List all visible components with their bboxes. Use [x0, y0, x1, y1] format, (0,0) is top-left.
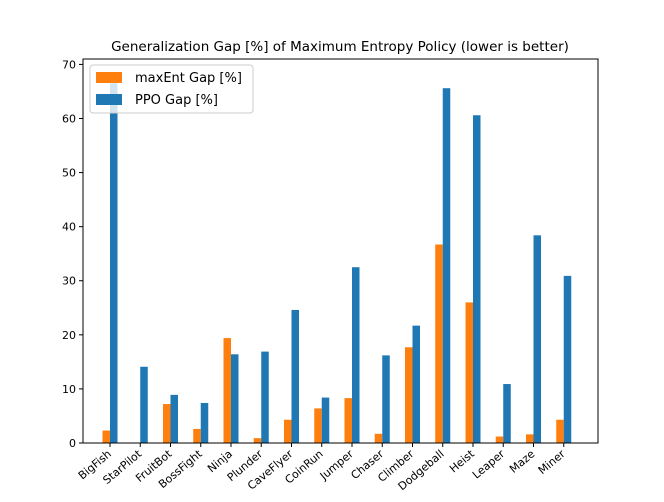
- bar-maxent-plunder: [253, 438, 262, 443]
- bar-maxent-jumper: [344, 398, 352, 443]
- x-tick-label-leaper: Leaper: [470, 447, 508, 482]
- bar-ppo-caveflyer: [291, 309, 299, 443]
- bar-maxent-climber: [405, 347, 413, 443]
- bar-maxent-maze: [526, 434, 534, 443]
- x-tick-label-jumper: Jumper: [317, 447, 357, 483]
- bar-maxent-miner: [556, 419, 564, 443]
- y-tick-label: 0: [69, 437, 76, 450]
- bar-maxent-dodgeball: [435, 244, 443, 443]
- legend-box: [89, 64, 254, 114]
- bar-maxent-ninja: [223, 338, 231, 443]
- x-tick-label-maze: Maze: [507, 447, 538, 476]
- chart-title: Generalization Gap [%] of Maximum Entrop…: [111, 39, 569, 55]
- bar-maxent-bossfight: [193, 428, 201, 443]
- bars-group: [102, 83, 572, 444]
- bar-ppo-fruitbot: [170, 394, 178, 443]
- legend-swatch-ppo: [96, 94, 122, 105]
- bar-maxent-leaper: [495, 436, 504, 443]
- bar-ppo-chaser: [382, 355, 390, 443]
- y-tick-label: 60: [62, 112, 76, 125]
- bar-maxent-fruitbot: [163, 404, 171, 443]
- bar-ppo-miner: [563, 275, 572, 443]
- bar-ppo-leaper: [503, 384, 511, 443]
- legend-label-ppo: PPO Gap [%]: [135, 93, 218, 108]
- bar-ppo-coinrun: [321, 397, 330, 443]
- x-tick-label-miner: Miner: [536, 447, 568, 477]
- bar-maxent-bigfish: [102, 430, 110, 443]
- legend-swatch-maxent: [96, 72, 122, 83]
- bar-ppo-bigfish: [110, 83, 118, 444]
- bar-ppo-maze: [533, 235, 541, 443]
- bar-maxent-chaser: [374, 433, 383, 443]
- legend-label-maxent: maxEnt Gap [%]: [135, 71, 242, 86]
- axes-frame: [82, 58, 599, 444]
- bar-maxent-caveflyer: [284, 419, 292, 443]
- y-tick-label: 30: [62, 275, 76, 288]
- y-tick-label: 10: [62, 383, 76, 396]
- bar-maxent-coinrun: [314, 408, 322, 443]
- y-tick-label: 40: [62, 221, 76, 234]
- bar-ppo-bossfight: [200, 402, 209, 443]
- bar-ppo-starpilot: [140, 366, 148, 443]
- bar-ppo-dodgeball: [442, 88, 451, 444]
- legend: maxEnt Gap [%] PPO Gap [%]: [89, 64, 254, 114]
- bar-ppo-climber: [412, 325, 420, 443]
- y-tick-label: 70: [62, 58, 76, 71]
- y-tick-label: 50: [62, 167, 76, 180]
- bar-ppo-heist: [473, 115, 481, 443]
- bar-ppo-jumper: [352, 267, 360, 443]
- bar-ppo-plunder: [261, 351, 269, 443]
- bar-maxent-heist: [465, 302, 473, 443]
- bar-ppo-ninja: [231, 354, 239, 443]
- y-tick-label: 20: [62, 329, 76, 342]
- y-axis: 0 10 20 30 40 50 60 70: [62, 58, 83, 450]
